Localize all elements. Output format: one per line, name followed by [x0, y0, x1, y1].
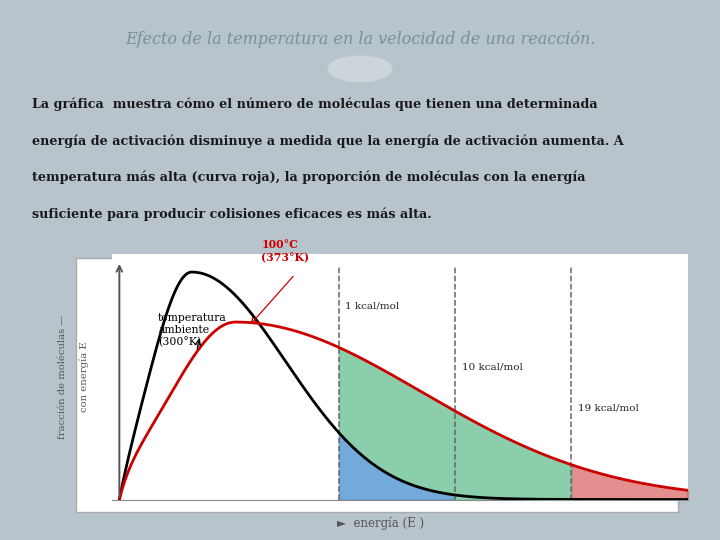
- Text: ►  energía (E ): ► energía (E ): [337, 517, 424, 530]
- Text: 1 kcal/mol: 1 kcal/mol: [346, 301, 400, 310]
- Text: 100°C
(373°K): 100°C (373°K): [261, 239, 310, 263]
- Text: suficiente para producir colisiones eficaces es más alta.: suficiente para producir colisiones efic…: [32, 207, 431, 221]
- Text: 10 kcal/mol: 10 kcal/mol: [462, 363, 523, 372]
- Text: temperatura
ambiente
(300°K): temperatura ambiente (300°K): [158, 313, 227, 347]
- Text: energía de activación disminuye a medida que la energía de activación aumenta. A: energía de activación disminuye a medida…: [32, 134, 624, 147]
- Text: temperatura más alta (curva roja), la proporción de moléculas con la energía: temperatura más alta (curva roja), la pr…: [32, 171, 585, 184]
- FancyBboxPatch shape: [76, 258, 678, 512]
- Text: con energía E: con energía E: [80, 341, 89, 412]
- Ellipse shape: [328, 56, 392, 82]
- Text: La gráfica  muestra cómo el número de moléculas que tienen una determinada: La gráfica muestra cómo el número de mol…: [32, 97, 598, 111]
- Text: fracción de moléculas —: fracción de moléculas —: [58, 314, 67, 439]
- Text: Efecto de la temperatura en la velocidad de una reacción.: Efecto de la temperatura en la velocidad…: [125, 31, 595, 48]
- Text: 19 kcal/mol: 19 kcal/mol: [578, 404, 639, 413]
